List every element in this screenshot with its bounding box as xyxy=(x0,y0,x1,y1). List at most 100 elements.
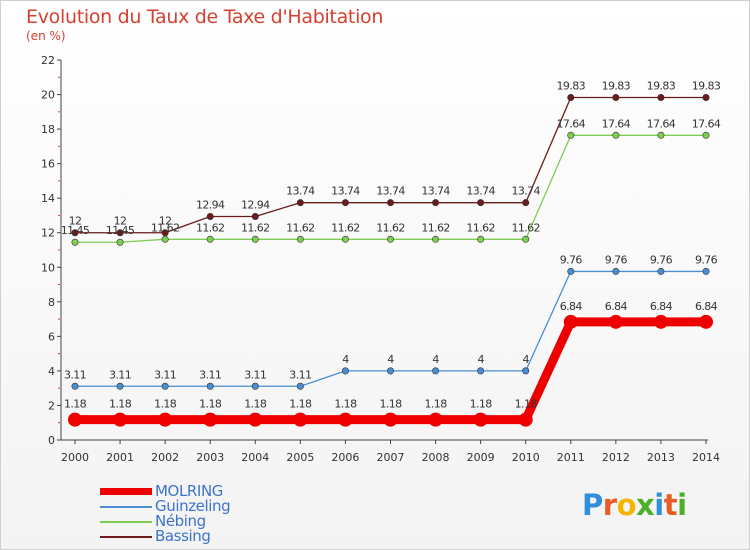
legend-label: Guinzeling xyxy=(155,497,231,515)
data-label: 11.62 xyxy=(331,221,360,234)
data-point xyxy=(296,235,304,243)
data-point xyxy=(251,382,259,390)
line-chart: 0 2 4 6 8 10 12 14 16 18 20 22 2000 2001 2002 2003 2004 2… xyxy=(41,54,721,464)
y-tick-label: 0 xyxy=(48,434,55,447)
data-point xyxy=(71,238,79,246)
data-label: 1.18 xyxy=(425,398,448,411)
data-point xyxy=(653,314,668,329)
logo-letter: i xyxy=(654,488,664,522)
data-point xyxy=(113,412,128,427)
data-point xyxy=(206,212,214,220)
data-label: 4 xyxy=(342,353,349,366)
data-point xyxy=(386,199,394,207)
data-label: 1.18 xyxy=(244,398,267,411)
data-point xyxy=(341,199,349,207)
x-tick-label: 2006 xyxy=(331,451,359,464)
logo-letter: P xyxy=(582,488,603,522)
data-point xyxy=(71,229,79,237)
data-point xyxy=(383,412,398,427)
data-point xyxy=(338,412,353,427)
data-label: 1.18 xyxy=(334,398,357,411)
data-label: 19.83 xyxy=(647,79,676,92)
y-tick-label: 22 xyxy=(41,54,55,67)
data-label: 1.18 xyxy=(289,398,312,411)
data-point xyxy=(612,131,620,139)
data-label: 1.18 xyxy=(109,398,132,411)
data-point xyxy=(428,412,443,427)
data-label: 12 xyxy=(159,215,172,228)
data-point xyxy=(293,412,308,427)
data-point xyxy=(657,131,665,139)
x-tick-label: 2013 xyxy=(647,451,675,464)
data-label: 4 xyxy=(432,353,439,366)
data-label: 17.64 xyxy=(602,117,631,130)
legend-swatch xyxy=(100,488,152,495)
y-tick-label: 14 xyxy=(41,192,55,205)
data-point xyxy=(386,235,394,243)
data-label: 1.18 xyxy=(470,398,493,411)
data-point xyxy=(341,367,349,375)
logo-letter: o xyxy=(616,488,637,522)
data-label: 9.76 xyxy=(605,253,628,266)
y-tick-label: 8 xyxy=(48,296,55,309)
y-tick-label: 4 xyxy=(48,365,55,378)
data-point xyxy=(341,235,349,243)
data-point xyxy=(206,235,214,243)
x-tick-label: 2009 xyxy=(467,451,495,464)
data-point xyxy=(71,382,79,390)
legend-label: Bassing xyxy=(155,527,211,545)
data-point xyxy=(657,93,665,101)
data-point xyxy=(608,314,623,329)
series-guinzeling: 3.11 3.11 3.11 3.11 3.11 3.11 4 4 4 4 4 9.76 9.76 9.7… xyxy=(64,253,718,390)
data-point xyxy=(563,314,578,329)
data-point xyxy=(161,382,169,390)
data-point xyxy=(477,199,485,207)
data-label: 3.11 xyxy=(244,368,266,381)
chart-subtitle: (en %) xyxy=(26,29,66,43)
data-point xyxy=(522,199,530,207)
x-tick-label: 2004 xyxy=(241,451,269,464)
data-label: 12 xyxy=(69,215,82,228)
x-tick-label: 2003 xyxy=(196,451,224,464)
data-label: 19.83 xyxy=(557,79,586,92)
data-point xyxy=(477,235,485,243)
data-label: 3.11 xyxy=(199,368,221,381)
data-point xyxy=(296,199,304,207)
data-point xyxy=(161,235,169,243)
data-label: 13.74 xyxy=(376,185,405,198)
legend-swatch xyxy=(100,520,152,523)
data-label: 17.64 xyxy=(692,117,721,130)
data-point xyxy=(116,229,124,237)
data-point xyxy=(702,267,710,275)
data-label: 1.18 xyxy=(64,398,87,411)
data-label: 1.18 xyxy=(379,398,402,411)
data-point xyxy=(477,367,485,375)
data-label: 13.74 xyxy=(511,185,540,198)
data-point xyxy=(473,412,488,427)
x-tick-label: 2012 xyxy=(602,451,630,464)
data-point xyxy=(432,235,440,243)
x-tick-label: 2014 xyxy=(692,451,720,464)
x-tick-label: 2000 xyxy=(61,451,89,464)
y-tick-label: 10 xyxy=(41,261,55,274)
data-label: 13.74 xyxy=(421,185,450,198)
x-tick-label: 2010 xyxy=(512,451,540,464)
data-label: 19.83 xyxy=(692,79,721,92)
y-tick-label: 18 xyxy=(41,123,55,136)
data-point xyxy=(518,412,533,427)
data-label: 6.84 xyxy=(560,300,583,313)
x-tick-label: 2002 xyxy=(151,451,179,464)
data-point xyxy=(702,93,710,101)
legend-swatch xyxy=(100,535,152,538)
data-label: 11.62 xyxy=(466,221,495,234)
data-label: 4 xyxy=(523,353,530,366)
data-point xyxy=(251,235,259,243)
data-label: 11.62 xyxy=(286,221,315,234)
x-tick-label: 2008 xyxy=(422,451,450,464)
data-point xyxy=(522,235,530,243)
data-label: 12.94 xyxy=(196,198,225,211)
proxiti-logo: Proxiti xyxy=(582,488,687,522)
data-label: 9.76 xyxy=(560,253,583,266)
data-point xyxy=(612,267,620,275)
